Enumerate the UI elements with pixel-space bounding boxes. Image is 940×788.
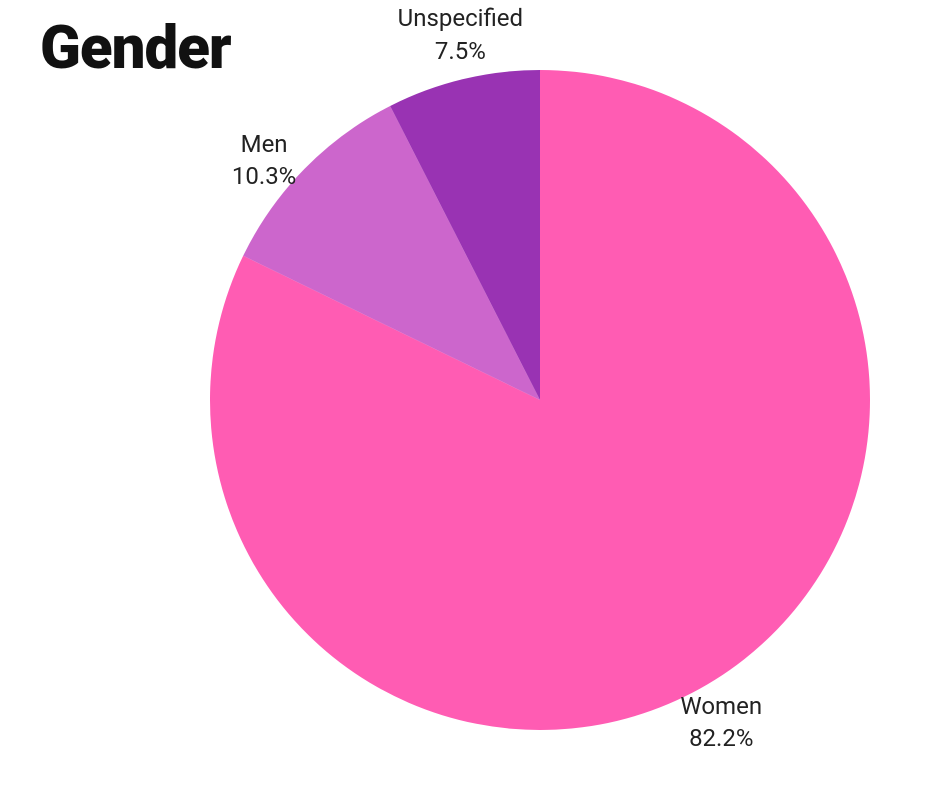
pie-chart <box>210 70 870 730</box>
slice-label: Men10.3% <box>232 128 296 193</box>
slice-label: Women82.2% <box>680 690 762 755</box>
slice-label-name: Women <box>680 690 762 722</box>
chart-title: Gender <box>40 12 231 83</box>
slice-label-pct: 10.3% <box>232 160 296 192</box>
slice-label: Unspecified7.5% <box>398 2 523 67</box>
slice-label-pct: 7.5% <box>398 35 523 67</box>
slice-label-pct: 82.2% <box>680 722 762 754</box>
slice-label-name: Men <box>232 128 296 160</box>
pie-svg <box>210 70 870 730</box>
slice-label-name: Unspecified <box>398 2 523 34</box>
